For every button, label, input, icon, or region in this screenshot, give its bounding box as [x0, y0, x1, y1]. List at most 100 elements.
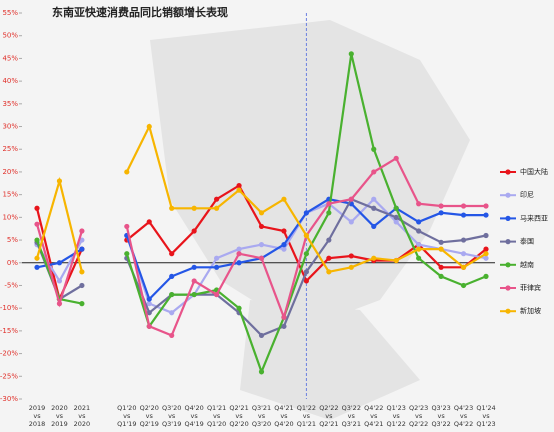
data-point [191, 278, 197, 284]
data-point [416, 242, 422, 248]
data-point [393, 219, 399, 225]
data-point [303, 232, 309, 239]
data-point [56, 301, 63, 307]
y-tick-label: 20% [2, 168, 18, 176]
legend-label: 越南 [520, 260, 534, 269]
y-tick-label: 30% [2, 123, 18, 131]
data-point [169, 291, 175, 298]
x-tick-label: 2021 vs 2020 [73, 404, 91, 428]
data-point [416, 201, 422, 207]
data-point [438, 273, 444, 279]
data-point [483, 273, 489, 279]
data-point [146, 296, 152, 302]
data-point [371, 223, 377, 230]
x-tick-label: Q2'20 vs Q2'19 [139, 404, 159, 428]
x-tick-label: Q2'23 vs Q2'22 [408, 404, 429, 428]
data-point [326, 269, 332, 275]
data-point [460, 203, 467, 209]
data-point [460, 282, 467, 289]
data-point [191, 264, 197, 270]
data-point [236, 246, 242, 252]
y-tick-label: -10% [0, 304, 18, 312]
data-point [348, 219, 354, 225]
data-point [191, 291, 197, 298]
x-tick-label: Q3'21 vs Q3'20 [251, 404, 272, 428]
data-point [169, 273, 175, 279]
y-tick-label: -25% [0, 372, 18, 380]
data-point [236, 260, 242, 266]
data-point [281, 314, 287, 320]
data-point [146, 219, 152, 225]
data-point [438, 246, 444, 252]
legend-dot [505, 215, 511, 221]
data-point [124, 251, 130, 257]
data-point [348, 264, 354, 270]
data-point [258, 255, 265, 261]
legend-label: 中国大陆 [520, 167, 548, 176]
legend-dot [505, 192, 511, 198]
data-point [326, 237, 332, 243]
legend-label: 菲律宾 [520, 283, 541, 292]
data-point [214, 205, 220, 211]
y-tick-label: 5% [7, 236, 18, 244]
x-tick-label: 2020 vs 2019 [51, 404, 68, 428]
data-point [214, 255, 220, 261]
data-point [371, 196, 377, 202]
data-point [483, 255, 489, 261]
data-point [371, 255, 377, 261]
data-point [460, 264, 467, 270]
data-point [34, 255, 40, 261]
data-point [146, 310, 152, 316]
data-point [236, 251, 242, 257]
data-point [303, 251, 309, 257]
data-point [483, 232, 489, 239]
legend-label: 马来西亚 [520, 214, 548, 222]
data-point [483, 212, 489, 218]
data-point [326, 255, 332, 261]
data-point [416, 246, 422, 252]
data-point [79, 228, 85, 234]
x-tick-label: Q2'22 vs Q2'21 [319, 404, 339, 428]
data-point [348, 253, 354, 259]
data-point [236, 305, 242, 311]
x-tick-label: Q4'20 vs Q4'19 [184, 404, 204, 428]
data-point [258, 242, 265, 248]
data-point [191, 228, 197, 234]
x-tick-label: Q4'22 vs Q4'21 [364, 404, 384, 428]
chart-title: 东南亚快速消费品同比销额增长表现 [52, 5, 228, 19]
data-point [79, 301, 85, 307]
data-point [483, 251, 489, 257]
data-point [56, 178, 63, 184]
data-point [34, 221, 40, 227]
x-tick-label: Q1'24 vs Q1'23 [476, 404, 496, 428]
data-point [483, 203, 489, 209]
data-point [124, 169, 130, 175]
x-tick-label: Q1'20 vs Q1'19 [117, 404, 137, 428]
data-point [460, 237, 467, 243]
data-point [79, 282, 85, 289]
legend-dot [505, 308, 511, 314]
y-tick-label: 10% [2, 213, 18, 221]
map-shape [240, 300, 420, 420]
legend-dot [505, 285, 511, 291]
data-point [214, 291, 220, 298]
x-tick-label: Q1'21 vs Q1'20 [206, 404, 227, 428]
data-point [483, 246, 489, 252]
legend-dot [505, 239, 511, 245]
x-tick-label: Q2'21 vs Q2'20 [229, 404, 249, 428]
x-tick-label: Q4'21 vs Q4'20 [274, 404, 294, 428]
data-point [169, 251, 175, 257]
data-point [348, 196, 354, 202]
data-point [169, 205, 175, 211]
data-point [281, 323, 287, 329]
data-point [281, 196, 287, 202]
data-point [56, 278, 63, 284]
data-point [393, 257, 399, 264]
data-point [348, 51, 354, 57]
data-point [258, 332, 265, 339]
data-point [34, 205, 40, 211]
x-tick-label: Q1'22 vs Q1'21 [296, 404, 317, 428]
data-point [281, 242, 287, 248]
data-point [438, 239, 444, 245]
data-point [236, 182, 242, 189]
